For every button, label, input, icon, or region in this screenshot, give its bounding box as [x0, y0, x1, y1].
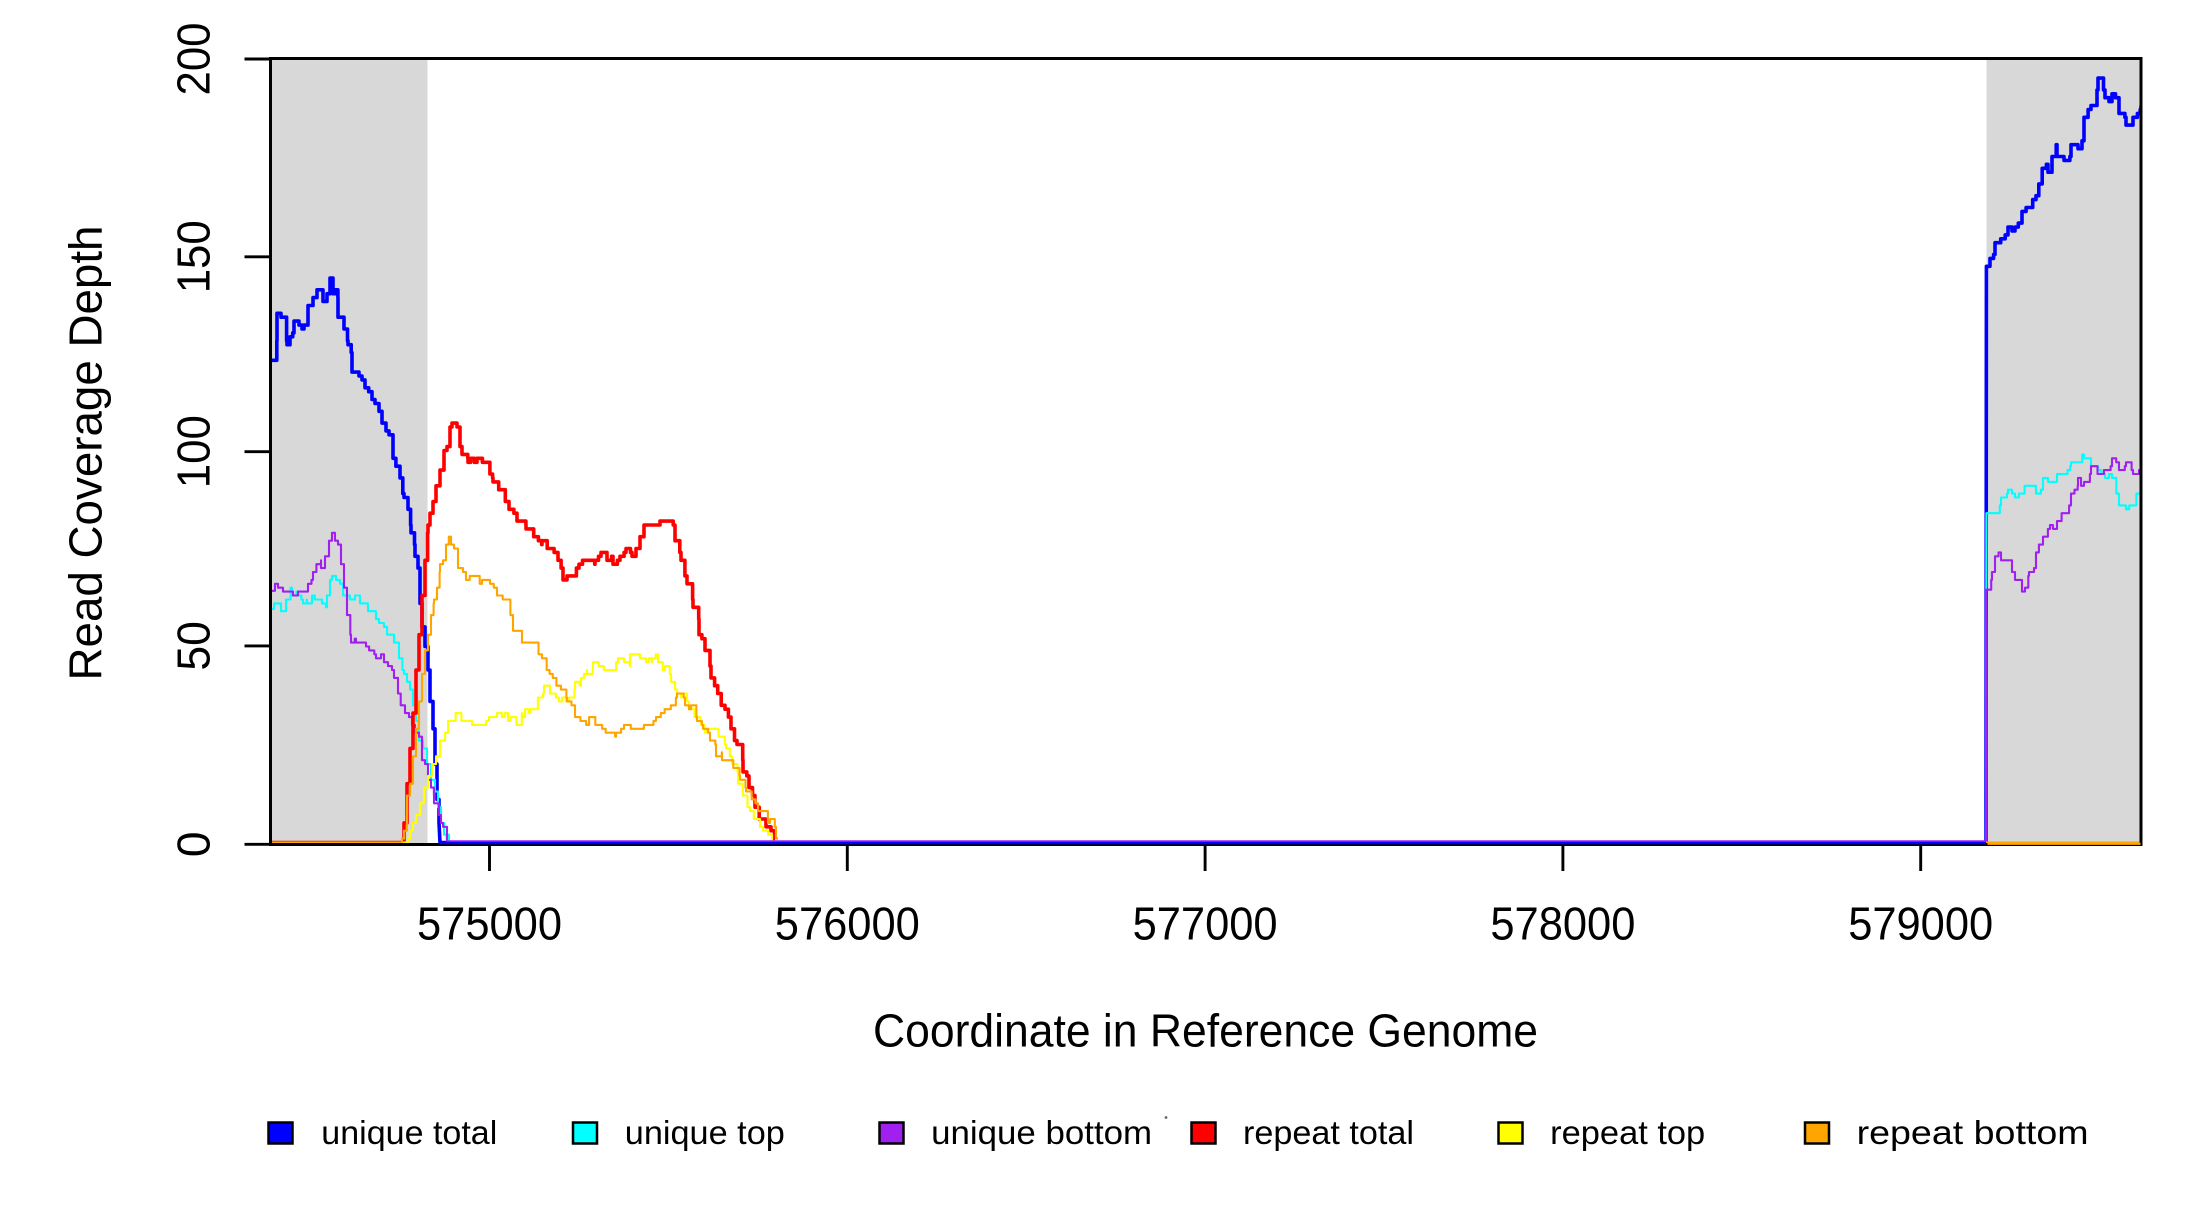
svg-text:repeat top: repeat top [1550, 1115, 1705, 1152]
svg-text:100: 100 [168, 415, 220, 488]
svg-text:579000: 579000 [1848, 898, 1993, 950]
svg-text:50: 50 [168, 621, 220, 671]
svg-text:577000: 577000 [1133, 898, 1278, 950]
svg-text:Read Coverage Depth: Read Coverage Depth [60, 226, 112, 681]
svg-text:unique total: unique total [321, 1115, 497, 1152]
svg-text:unique top: unique top [625, 1115, 785, 1152]
svg-text:150: 150 [168, 220, 220, 293]
svg-text:repeat bottom: repeat bottom [1857, 1115, 2089, 1152]
svg-text:0: 0 [168, 831, 220, 857]
svg-text:unique bottom: unique bottom [931, 1115, 1152, 1152]
svg-text:576000: 576000 [775, 898, 920, 950]
svg-text:Coordinate in Reference Genome: Coordinate in Reference Genome [873, 1005, 1538, 1057]
svg-text:repeat total: repeat total [1243, 1115, 1414, 1152]
svg-text:575000: 575000 [417, 898, 562, 950]
svg-text:200: 200 [168, 23, 220, 96]
svg-text:578000: 578000 [1490, 898, 1635, 950]
